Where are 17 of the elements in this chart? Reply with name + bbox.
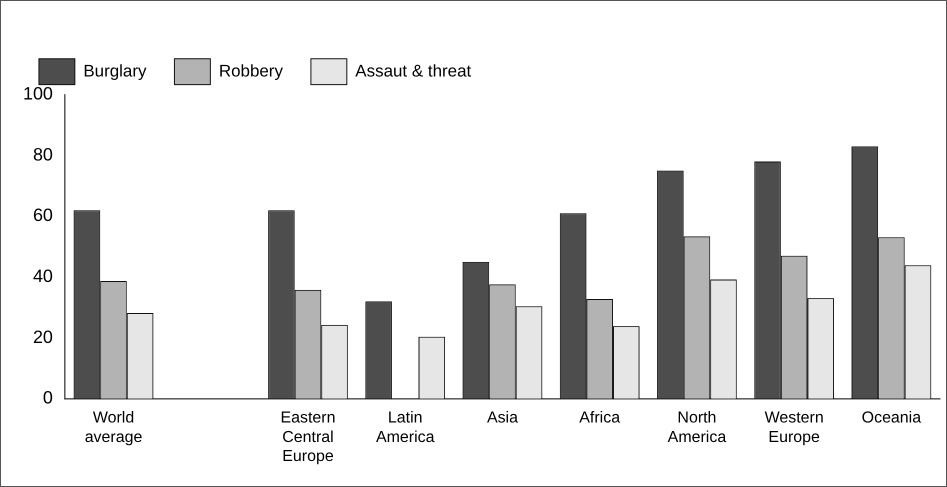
x-tick-label: Asia: [486, 410, 518, 427]
x-tick-label: Eastern Central Europe: [280, 410, 336, 465]
legend-label: Burglary: [83, 61, 147, 80]
y-tick-label: 0: [42, 388, 53, 408]
legend-label: Assaut & threat: [355, 61, 472, 80]
x-tick-label: Latin America: [376, 410, 435, 446]
legend-label: Robbery: [218, 61, 284, 80]
x-tick-label: Africa: [579, 410, 620, 427]
x-tick-label: Oceania: [862, 410, 922, 427]
x-tick-label: World average: [84, 410, 142, 446]
x-tick-label: North America: [668, 410, 726, 446]
y-tick-label: 20: [32, 326, 53, 347]
y-tick-label: 60: [32, 205, 53, 226]
y-tick-label: 40: [32, 266, 53, 286]
x-tick-label: Western Europe: [764, 410, 824, 446]
y-tick-label: 100: [22, 84, 53, 104]
y-tick-label: 80: [32, 144, 53, 164]
